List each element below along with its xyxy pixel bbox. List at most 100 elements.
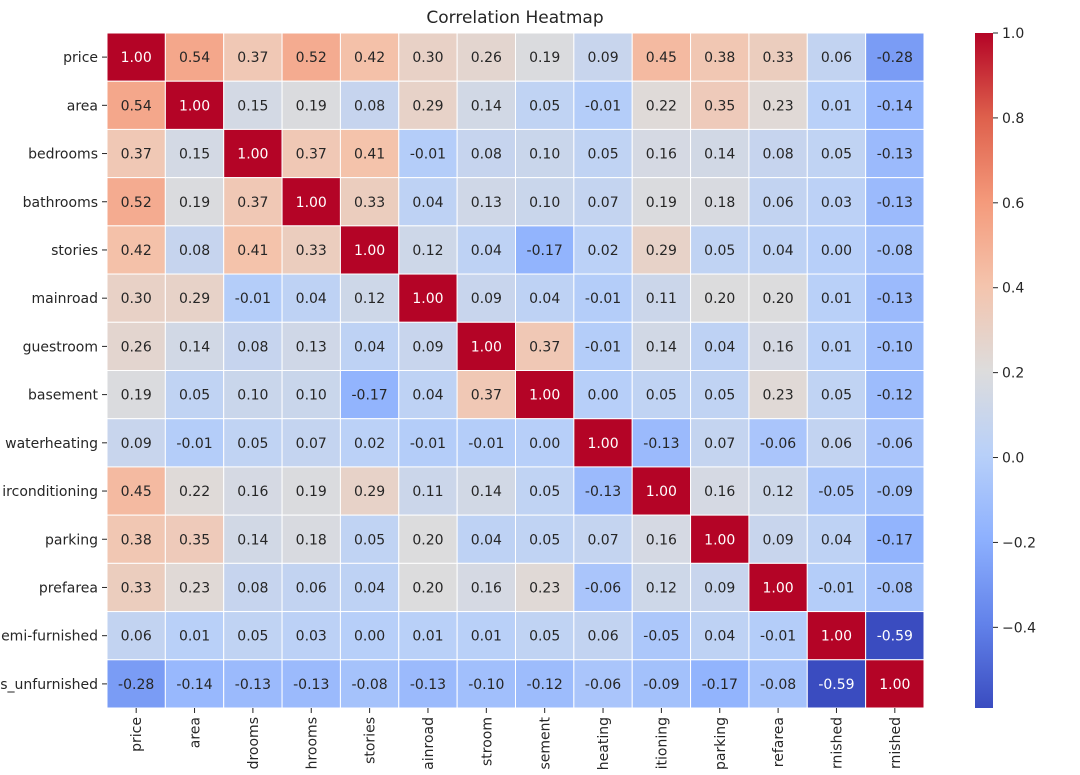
heatmap-cell xyxy=(339,611,400,661)
cell-value-label: 0.19 xyxy=(121,388,152,404)
cell-value-label: 0.09 xyxy=(587,50,618,66)
heatmap-cell xyxy=(164,273,225,323)
cell-value-label: 0.19 xyxy=(179,195,210,211)
cell-value-label: 0.54 xyxy=(179,50,210,66)
cell-value-label: 0.45 xyxy=(121,484,152,500)
cell-value-label: 0.20 xyxy=(704,291,735,307)
heatmap-cell xyxy=(456,370,516,420)
heatmap-cell xyxy=(690,80,750,130)
cell-value-label: 1.00 xyxy=(587,436,618,452)
heatmap-cell xyxy=(223,32,283,82)
cell-value-label: 0.22 xyxy=(646,98,677,114)
cell-value-label: 0.01 xyxy=(821,291,852,307)
heatmap-cell xyxy=(339,659,400,709)
heatmap-cell xyxy=(748,370,808,420)
heatmap-cell xyxy=(106,659,166,709)
cell-value-label: 0.05 xyxy=(529,629,560,645)
heatmap-cell xyxy=(573,418,633,468)
cell-value-label: -0.59 xyxy=(818,677,854,693)
cell-value-label: 0.05 xyxy=(704,243,735,259)
cell-value-label: -0.17 xyxy=(702,677,738,693)
cell-value-label: 0.37 xyxy=(237,50,268,66)
colorbar-tick-label: 0.6 xyxy=(1002,196,1024,212)
heatmap-cell xyxy=(865,418,925,468)
heatmap-cell xyxy=(806,562,867,613)
cell-value-label: 0.35 xyxy=(704,98,735,114)
heatmap-cell xyxy=(631,611,692,661)
cell-value-label: 0.06 xyxy=(821,436,852,452)
heatmap-cell xyxy=(748,466,808,516)
heatmap-cell xyxy=(515,225,575,275)
cell-value-label: 0.29 xyxy=(646,243,677,259)
row-label: bathrooms xyxy=(23,195,98,211)
cell-value-label: 0.42 xyxy=(121,243,152,259)
cell-value-label: 0.41 xyxy=(237,243,268,259)
cell-value-label: -0.06 xyxy=(585,677,621,693)
heatmap-cell xyxy=(806,273,867,323)
heatmap-cell xyxy=(223,80,283,130)
heatmap-cell xyxy=(339,514,400,564)
column-label: stroom xyxy=(479,717,495,766)
cell-value-label: 0.05 xyxy=(821,388,852,404)
cell-value-label: -0.13 xyxy=(585,484,621,500)
cell-value-label: 1.00 xyxy=(879,677,910,693)
heatmap-cell xyxy=(398,562,458,613)
cell-value-label: 0.09 xyxy=(704,580,735,596)
cell-value-label: 0.04 xyxy=(821,532,852,548)
cell-value-label: 0.00 xyxy=(354,629,385,645)
heatmap-cell xyxy=(573,562,633,613)
heatmap-cell xyxy=(865,321,925,371)
heatmap-cell xyxy=(223,128,283,179)
heatmap-cell xyxy=(223,562,283,613)
cell-value-label: 0.07 xyxy=(704,436,735,452)
cell-value-label: -0.28 xyxy=(877,50,913,66)
heatmap-cell xyxy=(573,611,633,661)
heatmap-cell xyxy=(223,177,283,227)
cell-value-label: -0.10 xyxy=(877,339,913,355)
cell-value-label: 0.19 xyxy=(296,484,327,500)
cell-value-label: 0.04 xyxy=(471,243,502,259)
heatmap-cell xyxy=(806,321,867,371)
heatmap-cell xyxy=(106,177,166,227)
heatmap-cell xyxy=(865,659,925,709)
cell-value-label: -0.13 xyxy=(410,677,446,693)
heatmap-cell xyxy=(515,562,575,613)
cell-value-label: 0.12 xyxy=(763,484,794,500)
cell-value-label: 0.33 xyxy=(354,195,385,211)
column-label: area xyxy=(188,717,204,748)
column-labels: price area drooms hrooms stories ainroad stroo… xyxy=(129,708,904,770)
cell-value-label: 0.16 xyxy=(237,484,268,500)
cell-value-label: 0.14 xyxy=(179,339,210,355)
heatmap-cell xyxy=(573,370,633,420)
cell-value-label: -0.06 xyxy=(585,580,621,596)
cell-value-label: 0.00 xyxy=(587,388,618,404)
heatmap-cell xyxy=(164,80,225,130)
heatmap-cell xyxy=(690,418,750,468)
cell-value-label: 0.02 xyxy=(587,243,618,259)
cell-value-label: 0.41 xyxy=(354,147,385,163)
heatmap-cell xyxy=(573,80,633,130)
cell-value-label: 0.01 xyxy=(412,629,443,645)
heatmap-cell xyxy=(690,273,750,323)
heatmap-cell xyxy=(806,225,867,275)
cell-value-label: 0.04 xyxy=(704,629,735,645)
cell-value-label: 0.33 xyxy=(763,50,794,66)
cell-value-label: 0.08 xyxy=(237,339,268,355)
cell-value-label: -0.06 xyxy=(760,436,796,452)
cell-value-label: 0.03 xyxy=(296,629,327,645)
cell-value-label: 0.08 xyxy=(471,147,502,163)
cell-value-label: 0.07 xyxy=(587,195,618,211)
heatmap-cell xyxy=(748,128,808,179)
cell-value-label: 0.37 xyxy=(529,339,560,355)
cell-value-label: 0.02 xyxy=(354,436,385,452)
cell-value-label: 0.08 xyxy=(354,98,385,114)
column-label: rnished xyxy=(829,717,845,769)
cell-value-label: 0.10 xyxy=(237,388,268,404)
heatmap-cell xyxy=(748,514,808,564)
heatmap-cell xyxy=(748,562,808,613)
heatmap-cell xyxy=(223,418,283,468)
cell-value-label: -0.01 xyxy=(585,98,621,114)
cell-value-label: -0.08 xyxy=(760,677,796,693)
heatmap-cell xyxy=(281,273,341,323)
heatmap-cell xyxy=(806,611,867,661)
